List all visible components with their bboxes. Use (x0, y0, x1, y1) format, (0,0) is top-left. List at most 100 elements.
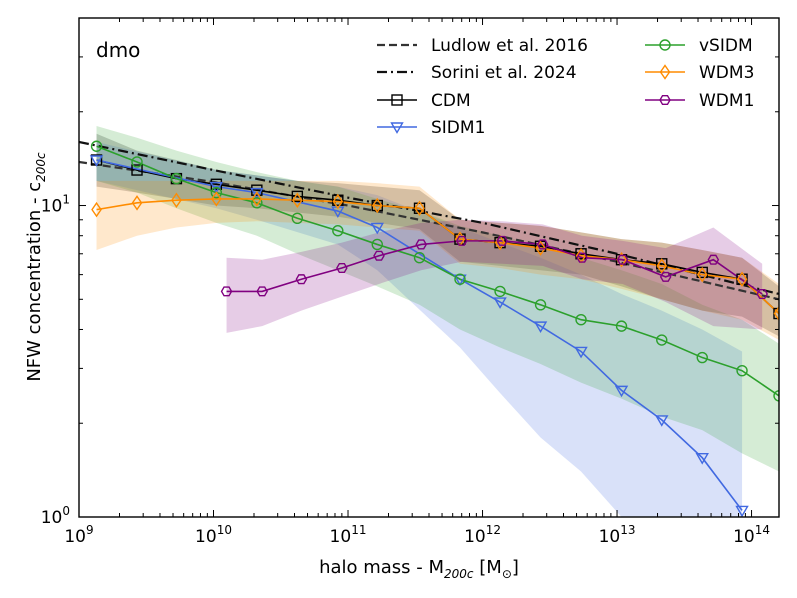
point-wdm3 (251, 191, 263, 207)
point-wdm1 (496, 235, 508, 246)
point-wdm3 (91, 201, 102, 218)
point-sidm1 (533, 321, 548, 334)
legend-label: vSIDM (699, 36, 753, 56)
point-vsidm (773, 390, 779, 402)
axis-ticks (78, 17, 779, 518)
point-sidm1 (493, 297, 507, 309)
point-wdm1 (220, 286, 233, 297)
legend-item-cdm: CDM (377, 91, 471, 111)
point-wdm3 (171, 192, 182, 208)
point-vsidm (736, 364, 748, 377)
point-vsidm (291, 212, 304, 224)
point-vsidm (534, 299, 547, 311)
legend: Ludlow et al. 2016 Sorini et al. 2024 CDM S… (377, 36, 754, 138)
point-wdm1 (336, 262, 348, 274)
x-tick-label: 109 (64, 523, 93, 547)
point-vsidm (656, 334, 668, 346)
legend-item-wdm1: WDM1 (645, 91, 754, 111)
point-wdm1 (373, 250, 385, 261)
legend-label: Ludlow et al. 2016 (431, 36, 588, 56)
x-tick-label: 1012 (464, 523, 501, 547)
x-tick-label: 1013 (599, 523, 636, 547)
point-vsidm (454, 273, 466, 285)
point-sidm1 (453, 274, 467, 287)
legend-item-wdm3: WDM3 (645, 63, 754, 83)
point-vsidm (332, 225, 344, 237)
x-axis-label: halo mass - M200c [M⊙] (319, 557, 519, 581)
point-wdm1 (659, 271, 672, 282)
band-sidm1 (96, 141, 743, 517)
legend-marker (659, 64, 671, 80)
point-wdm3 (332, 193, 344, 210)
point-vsidm (90, 140, 103, 152)
point-wdm3 (371, 197, 383, 214)
point-wdm3 (696, 266, 708, 283)
point-cdm (131, 164, 143, 176)
point-vsidm (575, 313, 587, 326)
point-cdm (291, 190, 304, 203)
point-vsidm (615, 320, 628, 332)
legend-marker (391, 94, 403, 106)
error-bands (96, 126, 779, 517)
band-vsidm (96, 126, 779, 472)
point-vsidm (413, 251, 426, 264)
legend-marker (390, 122, 404, 134)
y-tick-label: 100 (41, 504, 70, 528)
line-vsidm (96, 145, 779, 397)
legend-item-vsidm: vSIDM (645, 36, 753, 56)
ref-line-ludlow-et-al-2016 (79, 160, 779, 301)
line-wdm1 (226, 240, 763, 295)
point-sidm1 (614, 385, 629, 398)
line-wdm3 (96, 198, 779, 315)
legend-item-ludlow-et-al-2016: Ludlow et al. 2016 (377, 36, 588, 56)
point-sidm1 (574, 346, 588, 359)
ref-line-sorini-et-al-2024 (79, 140, 779, 296)
point-wdm3 (656, 258, 668, 274)
reference-lines (79, 140, 779, 301)
x-tick-label: 1010 (195, 523, 232, 547)
point-wdm1 (616, 254, 629, 265)
point-wdm1 (295, 274, 308, 285)
point-wdm1 (756, 288, 769, 300)
point-wdm1 (256, 286, 268, 297)
y-tick-label: 101 (41, 193, 70, 217)
point-sidm1 (735, 505, 749, 517)
point-sidm1 (250, 187, 264, 200)
y-axis-label: NFW concentration - c200c (24, 152, 48, 382)
point-wdm3 (736, 271, 748, 287)
point-wdm3 (535, 240, 546, 256)
point-sidm1 (695, 453, 709, 465)
point-wdm1 (707, 254, 720, 265)
point-vsidm (210, 186, 223, 199)
point-vsidm (251, 197, 263, 209)
point-wdm1 (576, 252, 588, 263)
legend-label: SIDM1 (431, 118, 485, 138)
panel-label: dmo (96, 38, 140, 62)
legend-item-sidm1: SIDM1 (377, 118, 485, 138)
point-vsidm (131, 156, 143, 168)
point-vsidm (371, 238, 383, 251)
point-sidm1 (655, 415, 669, 427)
x-tick-label: 1014 (733, 523, 770, 547)
point-sidm1 (209, 181, 224, 194)
legend-marker (659, 39, 671, 51)
point-wdm3 (773, 305, 779, 322)
point-wdm1 (536, 239, 549, 250)
series-markers (89, 140, 779, 517)
x-tick-label: 1011 (330, 523, 367, 547)
point-sidm1 (89, 155, 104, 167)
point-vsidm (170, 172, 183, 185)
legend-label: CDM (431, 91, 471, 111)
point-wdm3 (211, 191, 222, 207)
band-wdm3 (96, 180, 779, 341)
legend-item-sorini-et-al-2024: Sorini et al. 2024 (377, 63, 577, 83)
band-cdm (96, 133, 779, 337)
point-sidm1 (370, 222, 384, 235)
legend-label: WDM1 (699, 91, 754, 111)
point-wdm1 (455, 235, 468, 246)
point-vsidm (494, 285, 506, 298)
point-wdm3 (131, 195, 143, 211)
legend-marker (659, 94, 671, 106)
tick-labels: 109 1010 1011 1012 1013 1014 100 101 (41, 193, 770, 547)
